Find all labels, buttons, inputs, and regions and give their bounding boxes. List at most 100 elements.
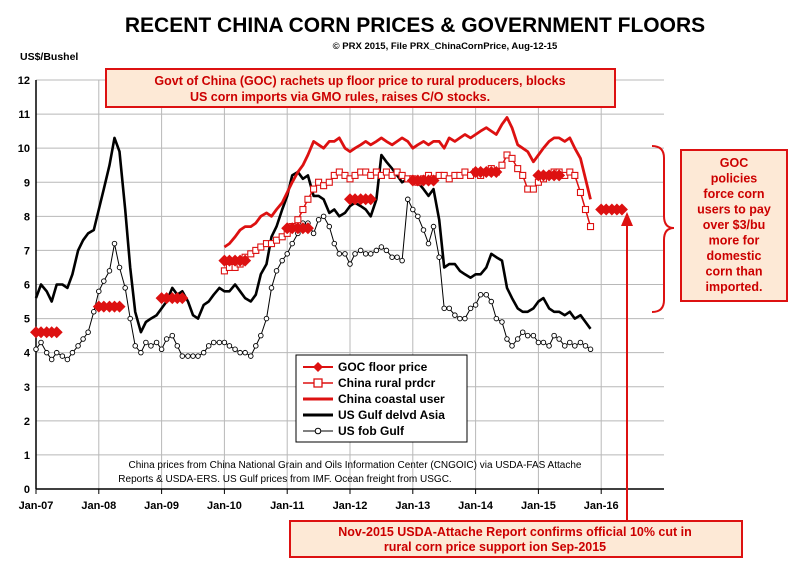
us-fob-gulf-point — [148, 343, 154, 349]
us-fob-gulf-point — [85, 329, 91, 335]
us-fob-gulf-point — [546, 343, 552, 349]
us-fob-gulf-point — [38, 339, 44, 346]
china-rural-prdcr-point — [571, 171, 579, 179]
us-fob-gulf-point — [587, 346, 594, 353]
us-fob-gulf-point — [143, 339, 149, 346]
y-tick-label: 4 — [24, 348, 31, 360]
top-annotation-box — [105, 68, 616, 108]
us-fob-gulf-point — [562, 343, 568, 349]
us-fob-gulf-point — [472, 302, 479, 308]
us-fob-gulf-point — [163, 336, 170, 342]
us-fob-gulf-point — [530, 332, 537, 339]
legend: GOC floor price China rural prdcr China … — [295, 354, 468, 443]
side-annotation-line: users to pay — [697, 203, 771, 217]
us-fob-gulf-point — [342, 251, 348, 257]
us-fob-gulf-point — [567, 339, 573, 346]
us-fob-gulf-point — [519, 329, 526, 335]
y-tick-label: 6 — [24, 280, 30, 292]
side-annotation-line: domestic — [707, 249, 762, 263]
us-fob-gulf-point — [153, 339, 160, 346]
us-fob-gulf-point — [69, 349, 76, 356]
us-fob-gulf-point — [499, 319, 505, 325]
x-tick-label: Jan-08 — [81, 500, 116, 512]
us-fob-gulf-point — [258, 332, 264, 339]
top-annotation-line-2: US corn imports via GMO rules, raises C/… — [190, 90, 490, 104]
goc-floor-point — [364, 193, 377, 206]
goc-floor-point — [615, 203, 628, 216]
us-fob-gulf-point — [169, 332, 176, 339]
top-annotation: Govt of China (GOC) rachets up floor pri… — [105, 68, 616, 108]
y-tick-label: 11 — [18, 109, 30, 121]
us-fob-gulf-point — [132, 343, 138, 349]
china-rural-prdcr-point — [320, 182, 328, 190]
x-tick-label: Jan-11 — [270, 500, 304, 512]
us-fob-gulf-point — [425, 240, 432, 247]
us-fob-gulf-point — [80, 336, 86, 342]
legend-label: US Gulf delvd Asia — [338, 408, 445, 422]
us-fob-gulf-point — [91, 309, 97, 315]
us-fob-gulf-line — [35, 197, 591, 361]
china-rural-prdcr-point — [310, 185, 318, 193]
goc-floor-point — [490, 166, 503, 179]
us-fob-gulf-point — [268, 285, 275, 291]
us-fob-gulf-point — [577, 339, 584, 346]
x-tick-label: Jan-16 — [584, 500, 619, 512]
side-annotation-box — [680, 149, 788, 302]
right-brace — [651, 145, 675, 313]
y-tick-label: 2 — [24, 416, 30, 428]
goc-floor-point — [239, 254, 252, 267]
china-rural-prdcr-point — [299, 205, 307, 214]
legend-item-us-gulf-asia: US Gulf delvd Asia — [303, 408, 445, 422]
series-layer — [30, 116, 628, 363]
china-rural-prdcr-point — [294, 216, 302, 224]
china-rural-prdcr-point — [581, 205, 590, 214]
legend-label: US fob Gulf — [338, 424, 405, 438]
us-fob-gulf-point — [253, 343, 259, 349]
us-fob-gulf-point — [122, 285, 128, 291]
legend-diamond-marker — [313, 362, 323, 372]
us-fob-gulf-point — [210, 339, 217, 346]
goc-floor-point — [50, 326, 63, 339]
y-tick-label: 7 — [24, 245, 30, 257]
us-fob-gulf-point — [127, 315, 133, 322]
us-fob-gulf-point — [75, 343, 81, 349]
us-fob-gulf-point — [336, 251, 343, 257]
china-rural-prdcr-point — [498, 161, 506, 169]
us-fob-gulf-point — [205, 343, 212, 349]
y-tick-label: 10 — [18, 143, 30, 155]
legend-item-china-rural: China rural prdcr — [303, 376, 436, 390]
china-rural-prdcr-point — [529, 185, 537, 193]
us-fob-gulf-point — [383, 247, 390, 254]
us-fob-gulf-point — [237, 349, 243, 356]
side-annotation-line: corn than — [706, 265, 763, 279]
us-fob-gulf-point — [582, 343, 589, 349]
legend-label: China coastal user — [338, 392, 445, 406]
us-fob-gulf-point — [477, 291, 484, 298]
us-fob-gulf-point — [551, 332, 557, 339]
us-gulf-delvd-asia-line — [34, 136, 592, 334]
side-annotation-line: force corn — [703, 187, 764, 201]
x-tick-label: Jan-07 — [19, 500, 54, 512]
x-tick-label: Jan-15 — [521, 500, 556, 512]
us-fob-gulf-point — [405, 196, 411, 203]
us-fob-gulf-point — [221, 339, 228, 346]
goc-floor-point — [427, 174, 440, 187]
us-fob-gulf-point — [64, 356, 71, 363]
us-fob-gulf-point — [320, 213, 327, 220]
bottom-annotation-box — [289, 520, 743, 558]
us-fob-gulf-point — [59, 353, 66, 359]
us-fob-gulf-point — [179, 353, 186, 359]
y-tick-label: 0 — [24, 484, 30, 496]
bottom-annotation-line-2: rural corn price support ion Sep-2015 — [384, 540, 606, 554]
us-fob-gulf-point — [441, 305, 447, 312]
us-fob-gulf-point — [462, 315, 468, 322]
us-fob-gulf-point — [389, 254, 395, 260]
legend-item-goc-floor: GOC floor price — [303, 360, 428, 374]
us-fob-gulf-point — [96, 288, 102, 295]
us-fob-gulf-point — [488, 298, 495, 305]
us-fob-gulf-point — [410, 206, 416, 213]
us-fob-gulf-point — [263, 315, 270, 322]
side-annotation-line: more for — [709, 234, 760, 248]
us-fob-gulf-point — [200, 349, 207, 356]
us-fob-gulf-point — [556, 336, 562, 342]
